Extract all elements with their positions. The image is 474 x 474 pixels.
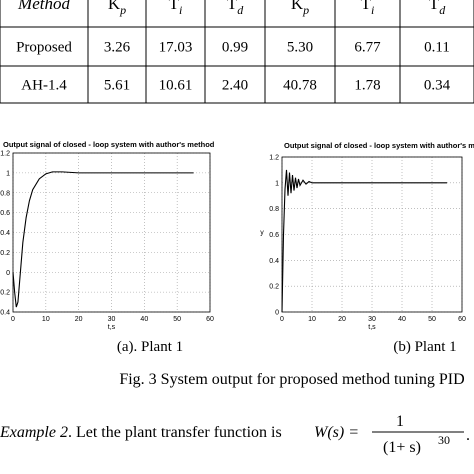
header-subscript: d: [439, 3, 446, 17]
table-cell: 2.40: [222, 78, 248, 94]
y-axis-label: y: [260, 230, 264, 237]
header-symbol: Method: [17, 0, 70, 13]
header-subscript: p: [119, 3, 126, 17]
table-cell: 10.61: [159, 78, 193, 94]
subcaption: (a). Plant 1: [117, 339, 183, 355]
table-cell: 0.34: [424, 78, 451, 94]
formula-lhs: W(s) =: [314, 424, 359, 441]
formula-denominator: (1+ s): [383, 439, 421, 456]
y-tick-label: 1.2: [269, 155, 279, 162]
x-tick-label: 10: [308, 316, 316, 323]
column-header: Td: [227, 0, 244, 17]
column-header: Kp: [291, 0, 309, 17]
y-tick-label: 0.4: [0, 230, 10, 237]
y-tick-label: 0.2: [269, 284, 279, 291]
row-label: Proposed: [16, 40, 72, 56]
x-tick-label: 20: [338, 316, 346, 323]
column-header: Kp: [108, 0, 126, 17]
header-symbol: K: [291, 0, 304, 13]
header-subscript: d: [237, 3, 244, 17]
chart-title: Output signal of closed - loop system wi…: [3, 140, 215, 149]
table-cell: 3.26: [104, 40, 131, 56]
table-cell: 5.61: [104, 78, 130, 94]
table-cell: 40.78: [283, 78, 317, 94]
y-tick-label: -0.2: [0, 290, 10, 297]
example-label: Example 2: [0, 424, 68, 441]
figures: Output signal of closed - loop system wi…: [0, 140, 474, 331]
column-header: Ti: [169, 0, 183, 17]
table-cell: 6.77: [354, 40, 381, 56]
x-tick-label: 0: [11, 316, 15, 323]
chart-title: Output signal of closed - loop system wi…: [284, 141, 474, 150]
y-tick-label: -0.4: [0, 310, 10, 317]
column-header: Ti: [361, 0, 375, 17]
plot-frame: [281, 156, 463, 313]
example-text: Example 2. Let the plant transfer functi…: [0, 424, 282, 441]
x-tick-label: 30: [108, 316, 116, 323]
y-tick-label: 0: [6, 270, 10, 277]
x-axis-label: t,s: [368, 324, 376, 331]
x-tick-label: 20: [75, 316, 83, 323]
x-tick-label: 60: [206, 316, 214, 323]
x-tick-label: 30: [368, 316, 376, 323]
data-line: [281, 169, 447, 313]
figure-caption: Fig. 3 System output for proposed method…: [119, 371, 464, 388]
formula-numerator: 1: [396, 413, 404, 430]
y-tick-label: 0.8: [0, 190, 10, 197]
y-tick-label: 0: [275, 310, 279, 317]
example-paragraph: Example 2. Let the plant transfer functi…: [0, 413, 470, 456]
y-tick-label: 1: [275, 180, 279, 187]
table-cell: 0.99: [222, 40, 248, 56]
x-tick-label: 60: [458, 316, 466, 323]
row-label: AH-1.4: [21, 78, 67, 94]
plot-frame: [12, 152, 211, 313]
y-tick-label: 1.2: [0, 151, 10, 158]
x-tick-label: 40: [140, 316, 148, 323]
y-tick-label: 0.6: [0, 210, 10, 217]
x-tick-label: 40: [398, 316, 406, 323]
y-tick-label: 1: [6, 170, 10, 177]
y-tick-label: 0.8: [269, 206, 279, 213]
x-tick-label: 50: [428, 316, 436, 323]
y-tick-label: 0.2: [0, 250, 10, 257]
y-tick-label: 0.4: [269, 258, 279, 265]
example-body: . Let the plant transfer function is: [68, 424, 282, 441]
formula-exponent: 30: [438, 433, 450, 447]
header-symbol: T: [227, 0, 238, 13]
header-symbol: T: [429, 0, 440, 13]
table-cell: 17.03: [159, 40, 193, 56]
x-tick-label: 0: [280, 316, 284, 323]
chart: Output signal of closed - loop system wi…: [0, 140, 215, 331]
x-tick-label: 50: [173, 316, 181, 323]
header-subscript: i: [371, 3, 374, 17]
table-cell: 1.78: [354, 78, 380, 94]
x-axis-label: t,s: [108, 324, 116, 331]
column-header: Td: [429, 0, 446, 17]
column-header: Method: [17, 0, 70, 13]
header-symbol: T: [361, 0, 372, 13]
subcaption: (b) Plant 1: [393, 339, 456, 355]
header-subscript: p: [302, 3, 309, 17]
data-line: [12, 171, 194, 308]
table-cell: 0.11: [424, 40, 450, 56]
header-symbol: T: [169, 0, 180, 13]
formula-end: .: [466, 427, 470, 444]
table-cell: 5.30: [287, 40, 313, 56]
chart: Output signal of closed - loop system wi…: [260, 141, 474, 331]
header-symbol: K: [108, 0, 121, 13]
y-tick-label: 0.6: [269, 232, 279, 239]
header-subscript: i: [179, 3, 182, 17]
x-tick-label: 10: [42, 316, 50, 323]
